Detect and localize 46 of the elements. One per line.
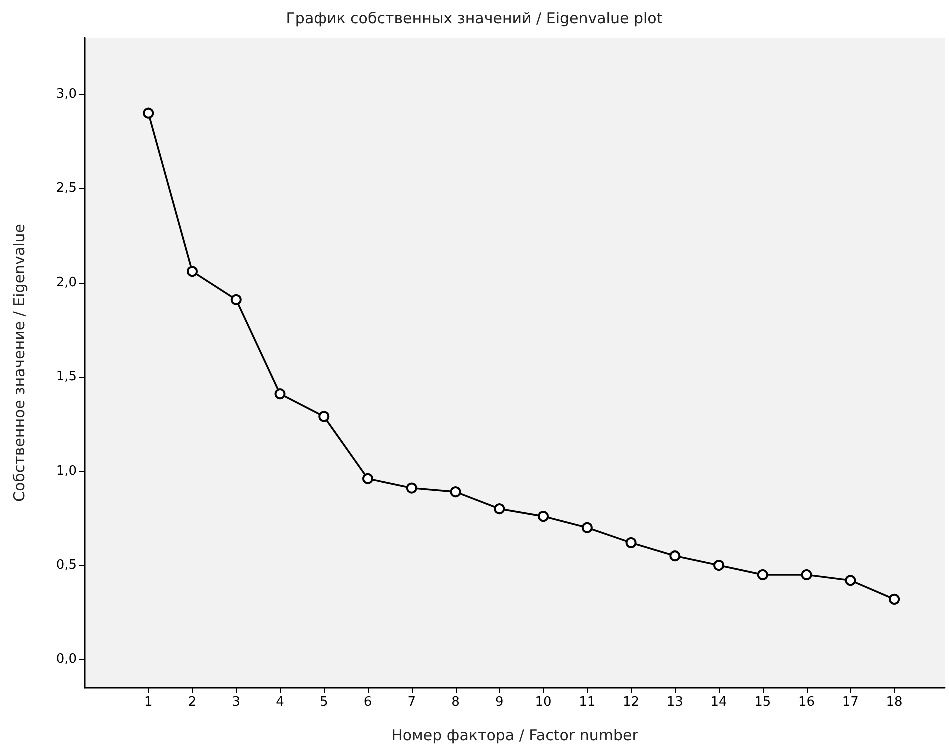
- x-tick-label: 7: [408, 695, 416, 710]
- point: [582, 522, 593, 534]
- point: [889, 594, 900, 605]
- point: [143, 108, 154, 119]
- point: [757, 569, 768, 580]
- x-tick-label: 14: [710, 695, 728, 710]
- point: [538, 511, 550, 522]
- x-tick-label: 17: [842, 695, 859, 710]
- y-tick-label: 1,5: [56, 370, 77, 385]
- point: [406, 482, 418, 494]
- point: [845, 575, 856, 586]
- y-tick-label: 1,0: [56, 464, 77, 479]
- chart-title: График собственных значений / Eigenvalue plot: [286, 10, 663, 28]
- point: [626, 537, 637, 548]
- x-tick-label: 4: [276, 695, 284, 710]
- x-tick-label: 5: [320, 695, 328, 710]
- y-tick-label: 0,5: [56, 558, 77, 574]
- y-tick-label: 2,0: [56, 275, 77, 290]
- point: [450, 486, 462, 498]
- x-tick-label: 18: [886, 695, 903, 710]
- y-tick-label: 2,5: [56, 181, 77, 196]
- x-tick-label: 13: [666, 695, 684, 710]
- x-tick-label: 8: [452, 695, 460, 710]
- point: [362, 473, 374, 484]
- point: [230, 294, 242, 306]
- x-tick-label: 12: [623, 695, 640, 710]
- x-tick-label: 16: [798, 695, 816, 710]
- x-axis-title: Номер фактора / Factor number: [392, 726, 640, 744]
- point: [274, 388, 286, 400]
- x-tick-label: 1: [144, 695, 153, 710]
- x-tick-label: 10: [535, 695, 552, 710]
- point: [494, 504, 506, 515]
- y-axis-title: Собственное значение / Eigenvalue: [10, 224, 28, 502]
- x-tick-label: 3: [232, 695, 241, 710]
- x-tick-label: 2: [188, 695, 197, 710]
- point: [187, 266, 198, 278]
- point: [318, 411, 330, 422]
- x-tick-label: 15: [754, 695, 772, 710]
- point: [714, 560, 725, 572]
- point: [670, 550, 681, 562]
- y-tick-label: 0,0: [56, 652, 77, 668]
- point: [801, 569, 812, 580]
- x-tick-label: 11: [579, 695, 596, 710]
- y-tick-label: 3,0: [56, 87, 77, 102]
- x-tick-label: 6: [364, 695, 372, 710]
- x-tick-label: 9: [496, 695, 504, 710]
